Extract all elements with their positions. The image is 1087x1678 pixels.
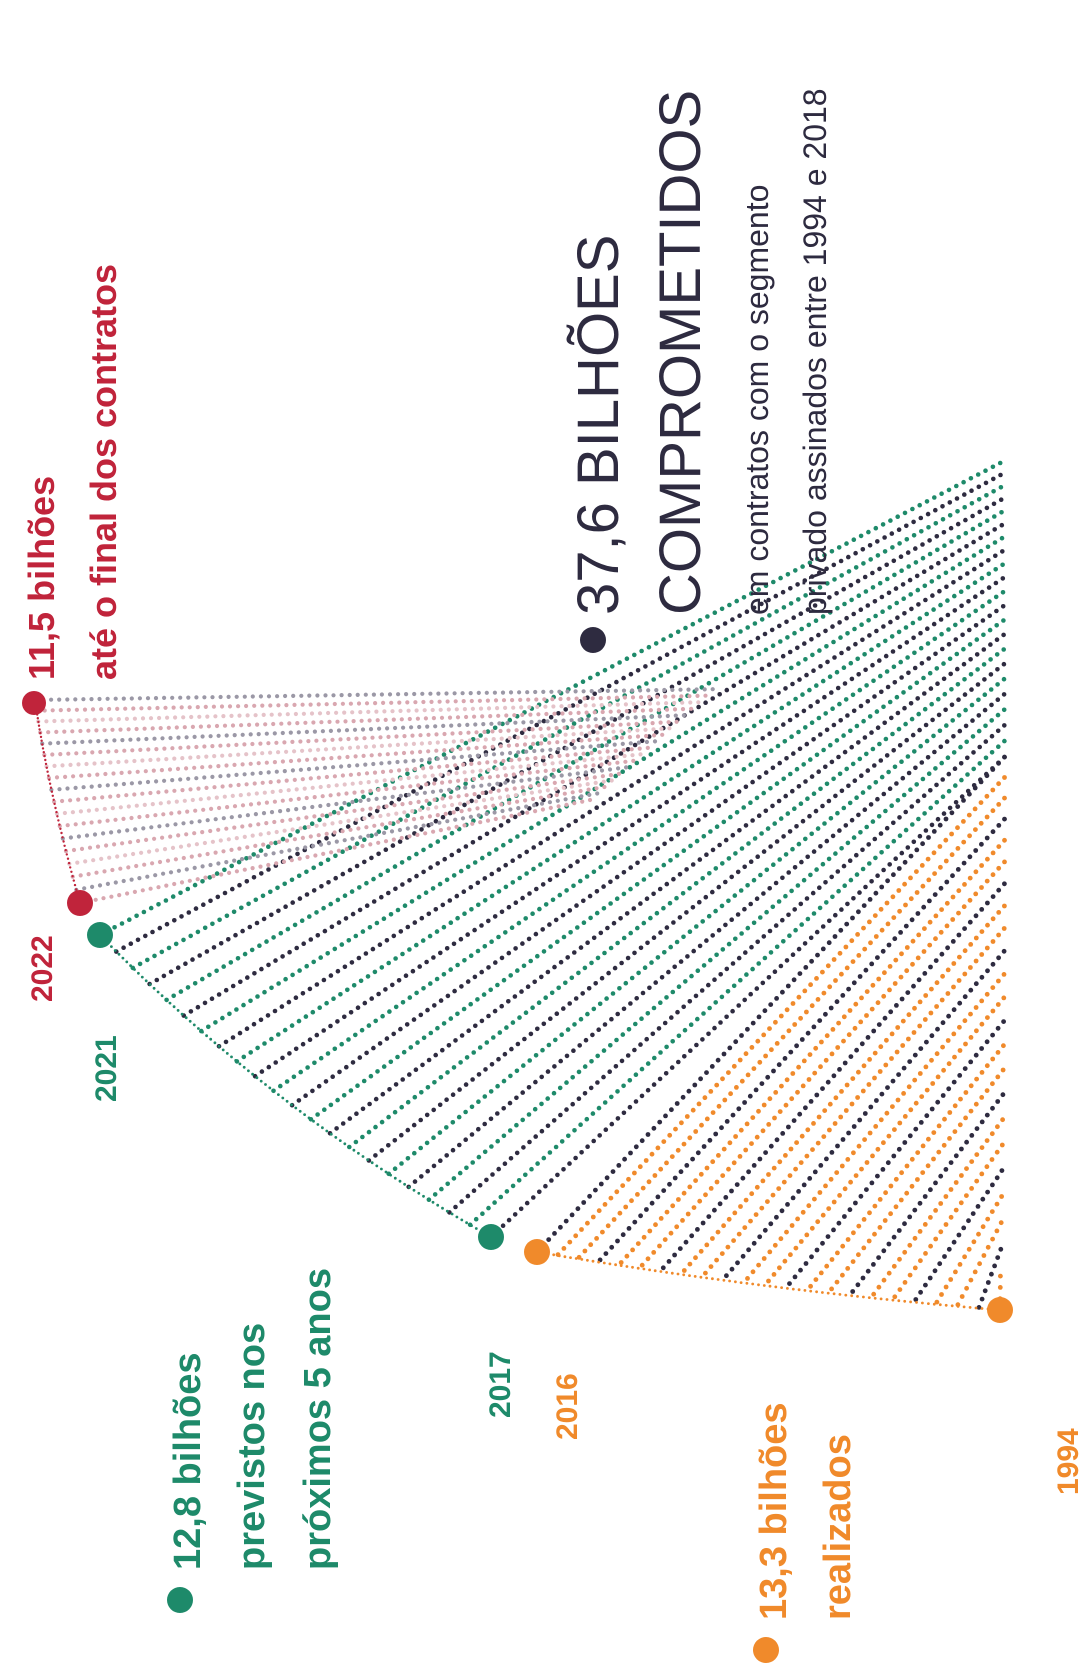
contract-line [130, 485, 1004, 971]
contract-line [913, 1168, 1005, 1302]
contract-line [327, 632, 1006, 1136]
contract-line [534, 754, 1007, 1255]
marker-1994 [987, 1297, 1013, 1323]
contract-line [555, 775, 1007, 1257]
contract-line [576, 795, 1007, 1260]
contract-line [36, 700, 701, 724]
contract-line [934, 1194, 1004, 1305]
contract-line [639, 859, 1007, 1268]
marker-2017 [478, 1224, 504, 1250]
year-label-1994: 1994 [1052, 1428, 1085, 1495]
legend-realizados-amount: 13,3 bilhões [753, 1402, 795, 1620]
contract-line [703, 926, 1007, 1276]
marker-2016 [524, 1239, 550, 1265]
contract-line [32, 687, 715, 703]
contract-line [447, 723, 1007, 1215]
contract-line [252, 576, 1006, 1079]
contract-line [54, 752, 643, 816]
contract-line [955, 1220, 1004, 1308]
legend-previstos-line2: próximos 5 anos [297, 1268, 339, 1570]
contract-line [850, 1092, 1006, 1294]
contract-line [406, 692, 1007, 1190]
contract-line [347, 647, 1006, 1150]
contract-line [42, 719, 679, 758]
contract-line [597, 816, 1007, 1263]
timeline-arc-final [33, 698, 82, 905]
contract-line [181, 522, 1005, 1018]
contract-line [386, 676, 1007, 1177]
year-label-2021: 2021 [90, 1035, 123, 1102]
contract-line [787, 1019, 1006, 1286]
contract-line [871, 1117, 1005, 1297]
contract-line [660, 881, 1007, 1271]
legend-previstos-amount: 12,8 bilhões [167, 1352, 209, 1570]
legend-final: 11,5 bilhões até o final dos contratos [21, 264, 124, 715]
contract-line [488, 754, 1007, 1240]
legend-realizados-dot [753, 1637, 779, 1663]
timeline-arc-previstos [98, 933, 493, 1239]
contract-line [57, 758, 636, 829]
contract-line [60, 765, 629, 841]
contract-lines [32, 460, 1007, 1313]
headline-dot [580, 627, 606, 653]
contract-line [164, 510, 1004, 1003]
legend-previstos-line1: previstos nos [231, 1323, 273, 1570]
contract-line [114, 472, 1003, 954]
year-label-2017: 2017 [484, 1351, 517, 1418]
contract-line [46, 732, 665, 781]
headline-value: 37,6 BILHÕES [566, 235, 631, 615]
headline-line2: privado assinados entre 1994 e 2018 [797, 88, 833, 615]
year-label-2022: 2022 [26, 935, 59, 1002]
year-markers [67, 890, 1013, 1323]
contract-line [366, 661, 1007, 1163]
contract-line [271, 590, 1006, 1094]
year-label-2016: 2016 [551, 1373, 584, 1440]
contract-line [745, 972, 1007, 1281]
legend-realizados: 13,3 bilhões realizados [753, 1402, 859, 1663]
contract-line [49, 739, 658, 792]
contract-line [308, 618, 1006, 1122]
marker-2021 [87, 922, 113, 948]
contract-line [44, 726, 672, 769]
legend-final-amount: 11,5 bilhões [21, 476, 62, 680]
legend-final-dot [22, 691, 46, 715]
legend-previstos: 12,8 bilhões previstos nos próximos 5 an… [167, 1268, 339, 1613]
contract-line [199, 535, 1005, 1034]
contract-line [52, 745, 650, 804]
contract-line [766, 995, 1007, 1284]
legend-realizados-line1: realizados [817, 1434, 859, 1620]
contract-line [618, 837, 1007, 1265]
contract-line [74, 791, 600, 892]
legend-previstos-dot [167, 1587, 193, 1613]
contract-line [97, 460, 1003, 938]
headline-line1: em contratos com o segmento [739, 185, 775, 615]
contract-line [829, 1067, 1006, 1292]
headline-title: COMPROMETIDOS [648, 90, 713, 615]
contract-line [976, 1246, 1004, 1310]
contract-line [38, 706, 694, 735]
marker-2022 [67, 890, 93, 916]
contract-line [40, 713, 687, 746]
contract-line [234, 562, 1005, 1064]
contract-line [724, 948, 1007, 1279]
contract-line [467, 738, 1007, 1228]
contract-line [892, 1142, 1005, 1300]
contract-line [289, 604, 1006, 1108]
contract-line [34, 693, 708, 713]
legend-final-line1: até o final dos contratos [83, 264, 124, 680]
contract-line [426, 707, 1007, 1202]
contract-line [77, 797, 593, 906]
headline: 37,6 BILHÕES COMPROMETIDOS em contratos … [566, 88, 833, 653]
contract-line [808, 1043, 1006, 1289]
contract-line [216, 549, 1005, 1049]
contract-line [70, 784, 607, 879]
contract-line [681, 903, 1007, 1273]
contract-line [67, 778, 614, 866]
